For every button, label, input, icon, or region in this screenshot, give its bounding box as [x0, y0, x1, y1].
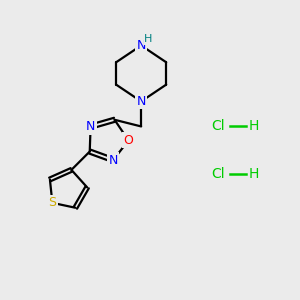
Text: H: H	[144, 34, 153, 44]
Text: O: O	[124, 134, 134, 147]
Text: N: N	[86, 120, 95, 133]
Text: N: N	[109, 154, 118, 166]
Text: N: N	[136, 95, 146, 108]
Text: Cl: Cl	[211, 167, 224, 181]
Text: H: H	[248, 119, 259, 134]
Text: H: H	[248, 167, 259, 181]
Text: Cl: Cl	[211, 119, 224, 134]
Text: N: N	[136, 39, 146, 52]
Text: S: S	[48, 196, 56, 209]
